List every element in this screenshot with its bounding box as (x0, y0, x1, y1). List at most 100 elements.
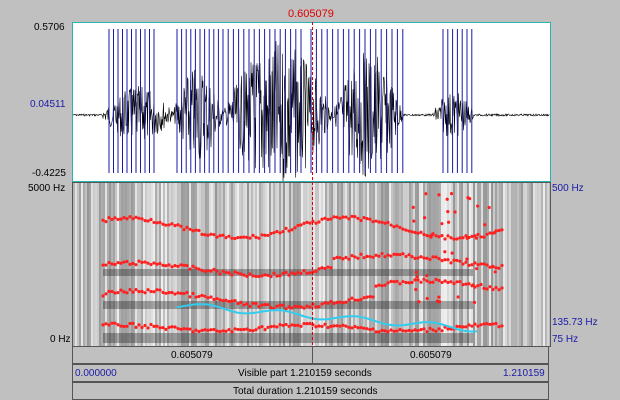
spectrogram-column (117, 183, 119, 346)
formant-point (128, 287, 132, 292)
formant-point (356, 326, 360, 330)
formant-point (429, 235, 433, 239)
formant-point (434, 329, 438, 333)
spectrogram-column (237, 183, 239, 346)
spectrogram-column (191, 183, 193, 346)
waveform-panel[interactable] (72, 22, 551, 182)
formant-point (497, 228, 501, 233)
formant-point (221, 269, 225, 273)
formant-point (476, 324, 480, 328)
formant-point (398, 327, 402, 332)
spectrogram-column (253, 183, 255, 346)
formant-point (326, 301, 330, 305)
formant-point (398, 252, 402, 257)
formant-point (146, 219, 150, 223)
formant-point (362, 256, 366, 260)
spectrogram-column (309, 183, 311, 346)
spectrogram-column (489, 183, 491, 346)
formant-point (212, 267, 216, 271)
formant-point (218, 330, 222, 334)
formant-point (284, 226, 288, 230)
formant-point (263, 328, 267, 332)
formant-point (206, 328, 210, 332)
spectrogram-column (377, 183, 379, 346)
formant-point (413, 230, 417, 235)
spectrogram-column (503, 183, 505, 346)
spectrogram-column (393, 183, 395, 346)
formant-point (119, 324, 123, 328)
formant-point (167, 325, 171, 330)
formant-point (359, 297, 363, 302)
formant-point (491, 287, 495, 292)
formant-point (140, 260, 144, 265)
formant-point (224, 270, 228, 275)
formant-point (185, 290, 189, 295)
spectrogram-column (245, 183, 247, 346)
spectrogram-column (213, 183, 215, 346)
formant-point (472, 300, 477, 305)
spectrogram-column (341, 183, 343, 346)
formant-point (218, 233, 222, 238)
formant-point (368, 254, 372, 259)
total-duration-bar[interactable]: Total duration 1.210159 seconds (72, 382, 549, 400)
formant-point (356, 256, 360, 260)
formant-point (404, 329, 408, 333)
formant-point (458, 236, 462, 240)
spectrogram-column (439, 183, 441, 346)
formant-point (290, 271, 294, 275)
formant-point (474, 236, 479, 240)
formant-point (137, 289, 141, 294)
formant-point (185, 327, 189, 331)
formant-point (203, 233, 207, 237)
cursor-line[interactable] (312, 22, 313, 345)
formant-point (155, 288, 159, 292)
spectrogram-column (509, 183, 511, 346)
formant-point (485, 232, 489, 236)
total-duration-label: Total duration 1.210159 seconds (233, 386, 378, 397)
formant-point (473, 261, 477, 265)
formant-point (440, 259, 444, 263)
spectrogram-column (259, 183, 261, 346)
formant-point (452, 237, 456, 241)
spectrogram-column (195, 183, 197, 346)
formant-point (329, 217, 333, 221)
formant-point (116, 261, 120, 265)
spectrogram-column (215, 183, 217, 346)
spectrogram-column (541, 183, 543, 346)
formant-point (194, 228, 198, 232)
formant-point (266, 303, 270, 307)
formant-point (122, 260, 126, 264)
formant-point (487, 205, 491, 210)
formant-point (416, 328, 420, 333)
formant-point (465, 257, 469, 261)
spectrogram-column (433, 183, 435, 346)
spectrogram-column (447, 183, 449, 346)
formant-point (164, 327, 168, 331)
formant-point (155, 221, 159, 225)
formant-point (482, 262, 486, 266)
formant-point (119, 217, 123, 221)
formant-point (251, 301, 255, 305)
formant-point (137, 216, 141, 220)
spectrogram-column (451, 183, 453, 346)
formant-point (401, 227, 405, 231)
formant-point (233, 327, 237, 331)
cursor-time-bar[interactable]: 0.605079 0.605079 (72, 346, 549, 364)
visible-part-bar[interactable]: 0.000000 Visible part 1.210159 seconds 1… (72, 364, 549, 382)
formant-point (221, 298, 225, 303)
formant-point (314, 305, 318, 309)
formant-point (206, 296, 210, 300)
formant-point (464, 234, 468, 238)
formant-point (149, 262, 153, 267)
formant-point (158, 326, 162, 330)
spectrogram-panel[interactable] (72, 182, 551, 347)
formant-point (101, 294, 105, 298)
formant-point (245, 327, 249, 331)
formant-point (173, 224, 177, 228)
spectrogram-column (95, 183, 97, 346)
formant-point (242, 327, 246, 332)
formant-point (500, 286, 504, 290)
spectrogram-column (279, 183, 281, 346)
formant-point (179, 263, 183, 267)
formant-point (293, 272, 297, 276)
